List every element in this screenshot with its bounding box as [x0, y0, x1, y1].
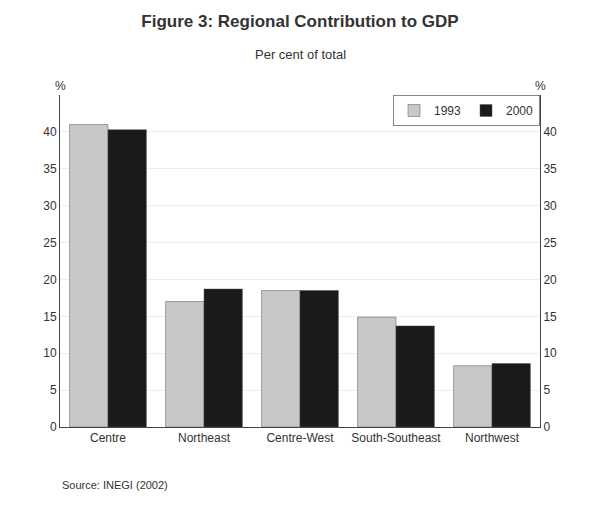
svg-text:15: 15 — [543, 310, 557, 324]
svg-text:0: 0 — [543, 420, 550, 434]
svg-text:Source: INEGI (2002): Source: INEGI (2002) — [62, 479, 168, 491]
svg-text:%: % — [55, 79, 66, 93]
svg-text:30: 30 — [43, 199, 57, 213]
svg-text:1993: 1993 — [434, 104, 461, 118]
svg-text:Figure 3: Regional Contributio: Figure 3: Regional Contribution to GDP — [141, 12, 458, 31]
svg-text:35: 35 — [43, 162, 57, 176]
svg-text:15: 15 — [43, 310, 57, 324]
svg-text:2000: 2000 — [506, 104, 533, 118]
svg-text:Per cent of total: Per cent of total — [255, 47, 346, 62]
svg-text:10: 10 — [543, 346, 557, 360]
svg-text:40: 40 — [543, 125, 557, 139]
svg-text:0: 0 — [50, 420, 57, 434]
svg-text:5: 5 — [50, 383, 57, 397]
svg-text:30: 30 — [543, 199, 557, 213]
svg-text:Centre: Centre — [90, 431, 126, 445]
svg-text:35: 35 — [543, 162, 557, 176]
svg-text:%: % — [535, 79, 546, 93]
svg-text:South-Southeast: South-Southeast — [351, 431, 441, 445]
svg-text:5: 5 — [543, 383, 550, 397]
svg-text:Northwest: Northwest — [465, 431, 520, 445]
svg-text:Northeast: Northeast — [178, 431, 231, 445]
svg-text:20: 20 — [43, 273, 57, 287]
svg-text:20: 20 — [543, 273, 557, 287]
svg-text:Centre-West: Centre-West — [266, 431, 334, 445]
svg-text:40: 40 — [43, 125, 57, 139]
svg-text:25: 25 — [43, 236, 57, 250]
svg-text:25: 25 — [543, 236, 557, 250]
svg-text:10: 10 — [43, 346, 57, 360]
